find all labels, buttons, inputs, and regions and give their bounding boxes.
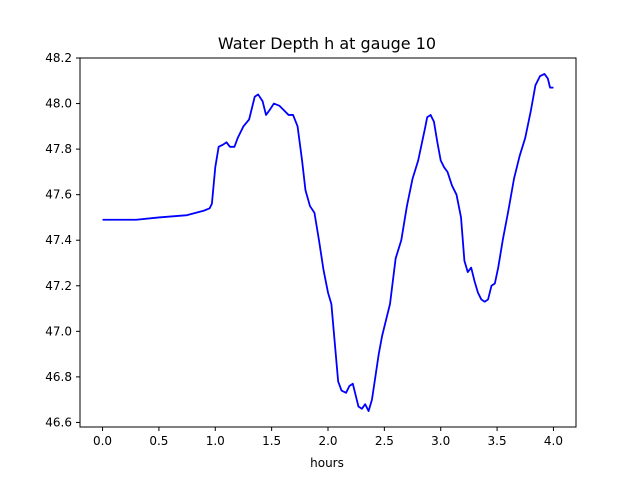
y-tick-label: 47.0	[45, 324, 72, 338]
y-tick-label: 47.2	[45, 279, 72, 293]
chart-title: Water Depth h at gauge 10	[218, 34, 436, 53]
y-tick-label: 46.8	[45, 370, 72, 384]
series-line-0	[102, 73, 554, 412]
x-tick-label: 2.0	[318, 434, 337, 448]
y-tick-label: 48.0	[45, 97, 72, 111]
y-tick-label: 46.6	[45, 415, 72, 429]
x-axis-label: hours	[310, 456, 344, 470]
y-tick-label: 47.8	[45, 142, 72, 156]
x-tick-label: 0.5	[149, 434, 168, 448]
x-tick-label: 3.5	[488, 434, 507, 448]
x-tick-label: 1.5	[262, 434, 281, 448]
y-tick-label: 47.4	[45, 233, 72, 247]
plot-area: 0.0 0.5 1.0 1.5 2.0 2.5 3.0 3.5 4.0 46.6 46.8 47.0 4…	[45, 51, 577, 448]
x-tick-label: 1.0	[206, 434, 225, 448]
y-tick-label: 47.6	[45, 188, 72, 202]
x-tick-label: 3.0	[431, 434, 450, 448]
y-tick-label: 48.2	[45, 51, 72, 65]
x-tick-label: 0.0	[93, 434, 112, 448]
x-tick-label: 2.5	[375, 434, 394, 448]
x-tick-label: 4.0	[544, 434, 563, 448]
